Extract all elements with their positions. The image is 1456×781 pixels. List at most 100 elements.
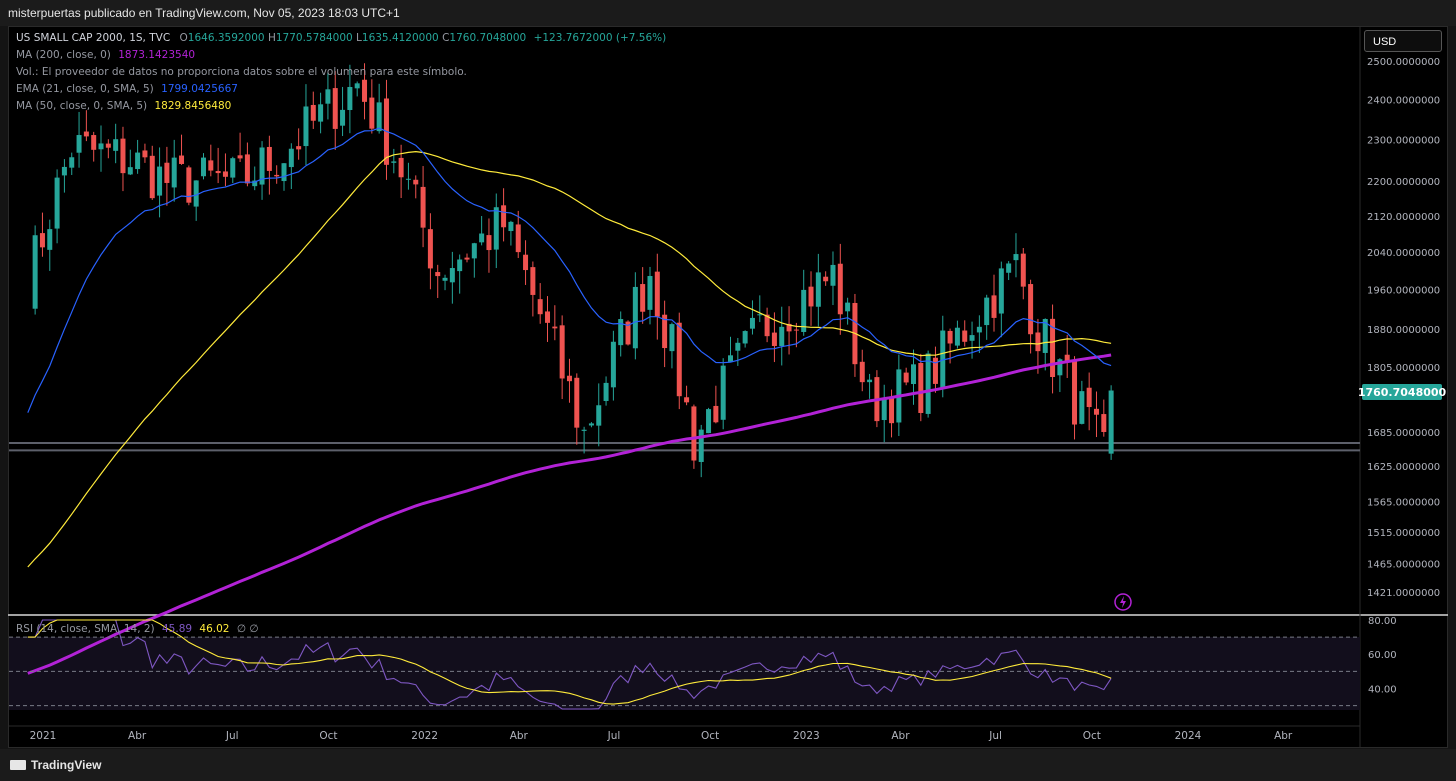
low-label: L [356, 32, 362, 44]
candle-body [164, 162, 170, 183]
candle-body [354, 83, 360, 89]
candle-body [1086, 387, 1092, 408]
ma200-line [27, 353, 1112, 675]
candle-body [676, 322, 682, 397]
candle-body [493, 207, 499, 250]
candle-body [793, 329, 799, 331]
candle-body [157, 166, 163, 196]
price-tick-label: 1960.0000000 [1367, 286, 1440, 297]
rsi-tick-label: 80.00 [1368, 616, 1397, 627]
candle-body [237, 155, 243, 159]
rsi-label: RSI (14, close, SMA, 14, 2) [16, 623, 155, 635]
candle-body [200, 157, 206, 177]
time-tick-label: Abr [1274, 730, 1293, 742]
candle-body [1020, 253, 1026, 287]
candle-body [947, 330, 953, 344]
candle-body [47, 229, 53, 250]
candle-body [779, 326, 785, 346]
candle-body [61, 166, 67, 176]
tradingview-logo[interactable]: TradingView [10, 758, 101, 772]
candle-body [171, 157, 177, 188]
candle-body [391, 161, 397, 163]
candle-body [735, 342, 741, 351]
candle-body [376, 102, 382, 132]
rsi-band-fill [9, 637, 1360, 710]
ma200-legend[interactable]: MA (200, close, 0) 1873.1423540 [16, 49, 195, 61]
ma50-legend[interactable]: MA (50, close, 0, SMA, 5) 1829.8456480 [16, 100, 231, 112]
candle-body [618, 319, 624, 346]
candle-body [998, 268, 1004, 314]
candle-body [405, 178, 411, 180]
candle-body [640, 284, 646, 312]
candle-body [120, 138, 126, 174]
time-tick-label: Oct [319, 730, 337, 742]
candle-body [691, 406, 697, 461]
lightning-icon[interactable] [1114, 593, 1132, 611]
candle-body [566, 375, 572, 382]
price-tick-label: 1421.0000000 [1367, 588, 1440, 599]
candle-body [603, 382, 609, 401]
low-value: 1635.4120000 [361, 32, 439, 44]
candle-body [179, 155, 185, 164]
rsi-layer [9, 619, 1360, 710]
candle-body [610, 341, 616, 388]
currency-button[interactable]: USD [1364, 30, 1442, 52]
publish-text: misterpuertas publicado en TradingView.c… [8, 6, 400, 20]
volume-legend[interactable]: Vol.: El proveedor de datos no proporcio… [16, 66, 467, 78]
candle-body [508, 221, 514, 232]
ema21-legend[interactable]: EMA (21, close, 0, SMA, 5) 1799.0425667 [16, 83, 238, 95]
candle-body [991, 295, 997, 318]
time-tick-label: 2022 [411, 730, 438, 742]
candle-body [69, 157, 75, 168]
candle-body [310, 104, 316, 121]
candle-body [984, 297, 990, 326]
symbol-name[interactable]: US SMALL CAP 2000, 1S, TVC [16, 32, 171, 44]
candle-body [654, 271, 660, 317]
rsi-legend[interactable]: RSI (14, close, SMA, 14, 2) 45.89 46.02 … [16, 623, 258, 635]
candle-body [786, 323, 792, 332]
candle-body [135, 152, 141, 170]
rsi-tick-label: 40.00 [1368, 684, 1397, 695]
candle-body [720, 365, 726, 420]
publish-bar: misterpuertas publicado en TradingView.c… [0, 0, 1456, 26]
rsi-value: 45.89 [162, 623, 193, 635]
rsi-axis: 80.00 60.00 40.00 [1368, 616, 1397, 695]
candle-body [1108, 390, 1114, 454]
candle-body [889, 396, 895, 424]
time-tick-label: Jul [225, 730, 239, 742]
candle-body [1093, 408, 1099, 415]
open-value: 1646.3592000 [187, 32, 265, 44]
candle-body [113, 139, 119, 151]
candle-body [837, 263, 843, 315]
candle-body [464, 257, 470, 260]
time-tick-label: 2024 [1175, 730, 1202, 742]
rsi-ma-line [27, 619, 1112, 705]
rsi-tick-label: 60.00 [1368, 650, 1397, 661]
candle-body [903, 372, 909, 383]
volume-text: Vol.: El proveedor de datos no proporcio… [16, 66, 467, 78]
candle-body [471, 243, 477, 259]
last-price-marker: 1760.7048000 [1358, 384, 1447, 400]
time-tick-label: 2023 [793, 730, 820, 742]
candle-body [486, 235, 492, 251]
price-tick-label: 1465.0000000 [1367, 559, 1440, 570]
candle-body [296, 146, 302, 150]
time-tick-label: Oct [701, 730, 719, 742]
chart-frame[interactable] [8, 26, 1448, 748]
candle-body [749, 317, 755, 329]
candle-body [91, 135, 97, 150]
candle-body [39, 233, 45, 248]
candle-body [764, 314, 770, 337]
candle-body [932, 357, 938, 384]
price-tick-label: 2120.0000000 [1367, 212, 1440, 223]
candle-body [552, 326, 558, 329]
candle-body [303, 106, 309, 147]
candle-body [969, 335, 975, 341]
open-label: O [179, 32, 188, 44]
candle-body [596, 405, 602, 426]
rsi-line [27, 619, 1112, 710]
last-price-badge [1362, 384, 1442, 400]
candle-body [215, 170, 221, 174]
time-tick-label: Jul [607, 730, 621, 742]
